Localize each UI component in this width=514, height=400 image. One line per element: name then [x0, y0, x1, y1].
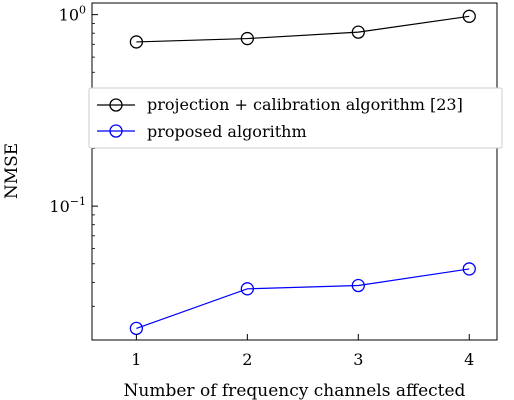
x-axis-label: Number of frequency channels affected	[124, 381, 466, 400]
data-point-s0-2	[351, 25, 365, 39]
x-tick-label-1: 2	[242, 350, 252, 369]
legend-marker-series-0	[109, 98, 123, 112]
x-tick-label-3: 4	[464, 350, 474, 369]
y-tick-label-1: 10−1	[49, 195, 86, 216]
legend: projection + calibration algorithm [23] …	[88, 87, 503, 149]
y-tick-label-0: 100	[59, 4, 86, 25]
legend-marker-series-1	[109, 124, 123, 138]
series-layer	[129, 9, 476, 336]
data-point-s1-1	[240, 282, 254, 296]
data-point-s0-1	[240, 31, 254, 46]
plot-frame	[91, 2, 498, 341]
x-tick-label-0: 1	[131, 350, 141, 369]
series-line-0	[136, 15, 470, 43]
legend-label-series-0: projection + calibration algorithm [23]	[147, 95, 463, 114]
data-point-s0-0	[129, 35, 144, 49]
series-line-1	[136, 268, 470, 329]
legend-box	[88, 87, 503, 149]
data-point-s0-3	[462, 9, 476, 23]
data-point-s1-2	[351, 278, 365, 293]
y-axis-label: NMSE	[2, 143, 22, 199]
x-tick-label-2: 3	[353, 350, 363, 369]
tick-layer: 1 2 3 4 100 10−1	[49, 4, 474, 369]
data-point-s1-3	[462, 262, 476, 276]
legend-label-series-1: proposed algorithm	[147, 122, 307, 141]
